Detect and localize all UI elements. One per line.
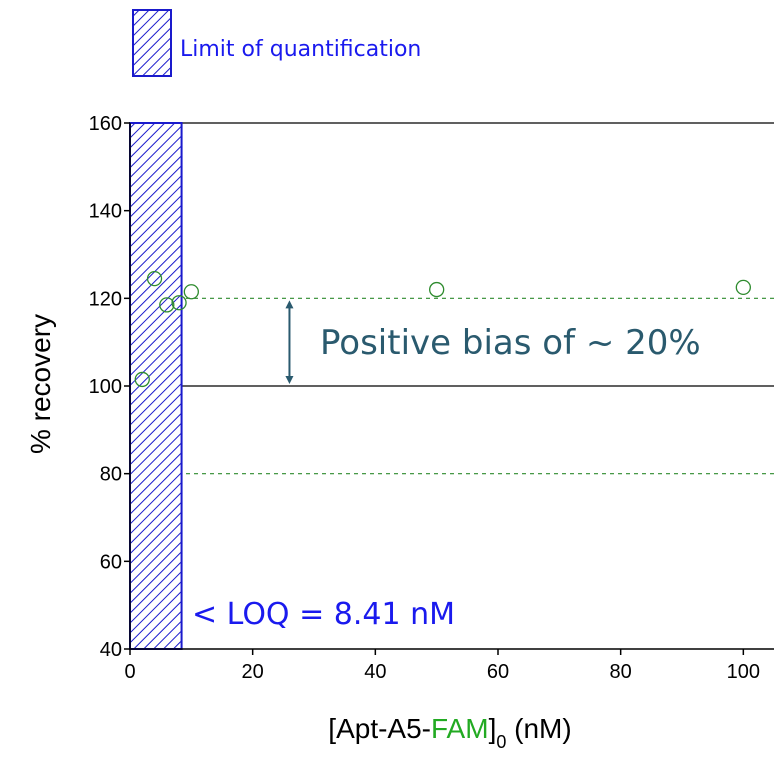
legend: Limit of quantification [132,9,421,77]
data-point [134,371,150,388]
x-tick-label: 0 [124,661,135,683]
y-tick-label: 120 [89,288,122,310]
x-tick-label: 40 [364,661,386,683]
x-axis-title-highlight: FAM [431,713,489,744]
data-point [146,270,163,287]
y-axis-title: % recovery [25,314,56,454]
y-tick-label: 100 [89,376,122,398]
legend-swatch [132,9,172,77]
data-point [171,295,187,311]
x-axis-title-subscript: 0 [496,732,506,752]
loq-region [129,122,183,650]
reference-lines [130,122,774,475]
y-tick-label: 60 [100,551,122,573]
x-axis-title-unit: (nM) [506,713,571,744]
data-point [735,279,751,296]
x-axis-title-prefix: [Apt-A5- [328,713,431,744]
data-point [159,297,175,313]
x-axis-title-bracket: ] [489,713,497,744]
data-points [134,270,751,388]
x-tick-label: 100 [727,661,760,683]
bias-annotation: Positive bias of ~ 20% [285,300,701,384]
y-tick-label: 80 [100,464,122,486]
loq-hatch-region [129,122,183,650]
y-axis-ticks: 40 60 80 100 120 140 160 [89,113,130,661]
y-tick-label: 140 [89,201,122,223]
data-point [183,284,199,300]
x-tick-label: 20 [242,661,264,683]
x-tick-label: 80 [610,661,632,683]
x-axis-title: [Apt-A5-FAM]0 (nM) [328,713,571,752]
x-axis-ticks: 0 20 40 60 80 100 [124,649,760,683]
y-tick-label: 40 [100,639,122,661]
y-tick-label: 160 [89,113,122,135]
x-tick-label: 60 [487,661,509,683]
loq-label: < LOQ = 8.41 nM [192,597,455,632]
data-point [429,281,445,298]
legend-label: Limit of quantification [180,37,421,62]
bias-label: Positive bias of ~ 20% [320,323,701,363]
